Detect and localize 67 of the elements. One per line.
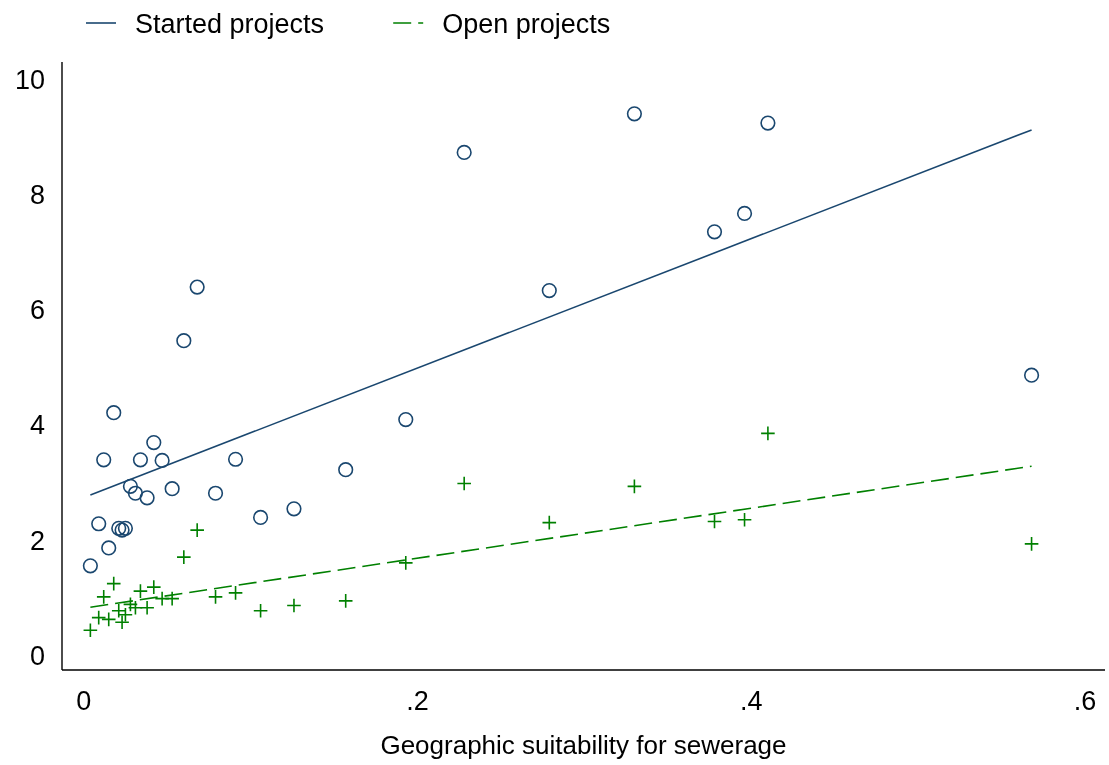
point bbox=[96, 589, 112, 605]
point bbox=[252, 603, 269, 619]
point bbox=[146, 579, 162, 595]
point bbox=[106, 405, 122, 421]
point bbox=[338, 462, 354, 478]
point bbox=[736, 512, 753, 528]
point bbox=[139, 490, 155, 506]
point bbox=[154, 452, 170, 469]
point bbox=[398, 555, 414, 571]
point bbox=[114, 614, 130, 630]
point bbox=[286, 501, 302, 517]
point bbox=[146, 434, 162, 451]
point bbox=[101, 611, 117, 627]
y-tick-label: 10 bbox=[14, 64, 45, 95]
point bbox=[132, 452, 149, 468]
point bbox=[760, 425, 776, 441]
x-tick-label: .4 bbox=[739, 686, 763, 716]
point bbox=[456, 475, 472, 492]
point bbox=[176, 333, 192, 349]
point bbox=[626, 106, 642, 122]
point bbox=[139, 600, 155, 616]
point bbox=[132, 583, 149, 599]
point bbox=[338, 593, 354, 609]
y-tick-label: 4 bbox=[29, 410, 45, 441]
point bbox=[189, 279, 205, 295]
point bbox=[127, 485, 144, 501]
point bbox=[736, 205, 753, 222]
x-axis-title: Geographic suitability for sewerage bbox=[380, 730, 787, 760]
point bbox=[252, 509, 269, 526]
point bbox=[626, 478, 642, 494]
point bbox=[706, 513, 723, 530]
point bbox=[122, 596, 139, 612]
point bbox=[82, 622, 98, 638]
point bbox=[176, 549, 192, 565]
point bbox=[286, 597, 302, 614]
point bbox=[227, 585, 244, 601]
point bbox=[91, 516, 107, 532]
x-tick-label: .2 bbox=[406, 686, 429, 716]
point bbox=[82, 558, 98, 574]
point bbox=[227, 451, 244, 467]
point bbox=[207, 589, 224, 605]
legend-label: Started projects bbox=[135, 9, 325, 39]
point bbox=[207, 485, 224, 501]
point bbox=[189, 522, 205, 538]
y-tick-label: 6 bbox=[29, 295, 45, 326]
y-tick-label: 8 bbox=[29, 180, 45, 211]
point bbox=[117, 520, 134, 536]
point bbox=[101, 540, 117, 556]
point bbox=[706, 224, 723, 240]
point bbox=[398, 411, 414, 428]
x-tick-label: .6 bbox=[1073, 686, 1097, 716]
point bbox=[122, 478, 139, 494]
point bbox=[541, 282, 557, 299]
point bbox=[1023, 536, 1040, 552]
legend-label: Open projects bbox=[442, 9, 611, 39]
y-tick-label: 2 bbox=[29, 525, 45, 556]
point bbox=[164, 591, 180, 607]
point bbox=[1023, 367, 1040, 383]
point bbox=[456, 144, 472, 160]
point bbox=[760, 115, 776, 131]
point bbox=[106, 576, 122, 592]
point bbox=[96, 452, 112, 468]
point bbox=[541, 515, 557, 531]
x-tick-label: 0 bbox=[76, 686, 92, 716]
point bbox=[164, 481, 180, 497]
y-tick-label: 0 bbox=[29, 640, 45, 671]
point bbox=[91, 610, 107, 626]
